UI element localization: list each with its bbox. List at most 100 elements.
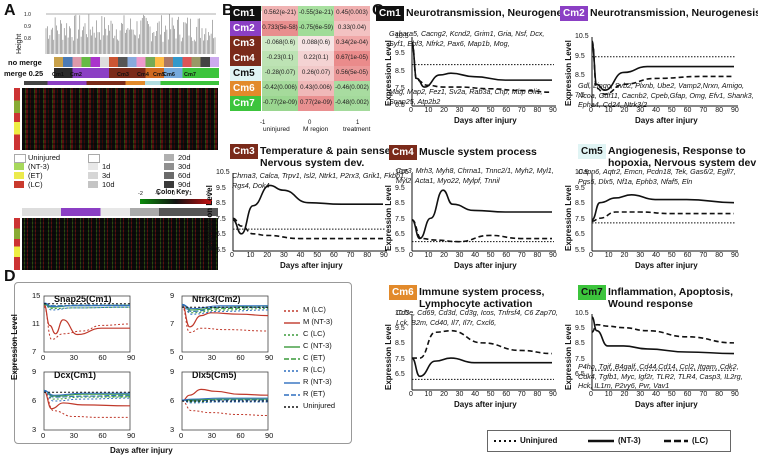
series-nt3 (591, 42, 734, 92)
gene-plot-0 (43, 295, 131, 353)
ytick: 7 (32, 347, 37, 356)
plot-title-cm7: Inflammation, Apoptosis, Wound response (608, 286, 734, 310)
legend-10d: 10d (102, 180, 115, 189)
xtick: 70 (699, 252, 708, 259)
xtick: 90 (549, 252, 557, 259)
panel-label-b: B (222, 2, 234, 19)
series-lc (411, 41, 553, 93)
sample-strip-bottom (22, 208, 218, 216)
series-lc (591, 211, 734, 223)
ytick: 9 (170, 367, 175, 376)
xtick: 90 (265, 431, 274, 440)
xtick: 60 (236, 353, 245, 362)
module-strip (24, 81, 219, 85)
badge-cm1: Cm1 (376, 6, 404, 21)
gene-list-bottom-cm1: Mag, Map2, Fez1, Sv2a, Rab3a, Cnp, Mbp O… (389, 87, 543, 106)
xtick: 80 (533, 391, 542, 398)
legend-swatch (284, 394, 300, 396)
panel-label-a: A (4, 2, 16, 19)
xtick: 60 (683, 252, 692, 259)
legend-label: M (LC) (303, 305, 326, 314)
corr-cell: -0.42(0.006) (262, 81, 298, 96)
module-labels: Cm1 Cm2 Cm3 Cm4 Cm5 Cm6 Cm7 (24, 72, 224, 82)
xtick: 90 (127, 431, 136, 440)
series-r-nt-3- (181, 303, 268, 310)
ytick: 6.5 (575, 231, 585, 239)
xtick: 10 (604, 252, 613, 259)
series-m-nt-3- (181, 303, 269, 328)
corr-cell: 0.56(5e-05) (334, 66, 370, 81)
xtick: 20 (440, 107, 448, 114)
xtick: 60 (683, 107, 692, 114)
corr-cell: 0.45(0.003) (334, 6, 370, 21)
series-m-nt-3- (43, 390, 131, 410)
corr-scale-tick: 0 (308, 120, 312, 126)
corr-cell: -0.068(0.6) (262, 36, 298, 51)
legend-label: R (ET) (303, 389, 326, 398)
series-lc (232, 217, 383, 240)
xtick: 10 (246, 252, 255, 259)
ytick: 5.5 (575, 247, 585, 254)
module-label-cm3: Cm3 (117, 72, 129, 78)
badge-cm2: Cm2 (560, 6, 588, 21)
legend-label: C (NT-3) (303, 341, 332, 350)
corr-cell: 0.562(e-21) (262, 6, 298, 21)
xtick: 0 (41, 353, 46, 362)
legend-swatch (284, 358, 300, 360)
xtick: 50 (486, 252, 495, 259)
xtick: 70 (699, 107, 708, 114)
series-c-et- (181, 303, 269, 312)
gene-list-cm6: Cd3e, Cd69, Cd3d, Cd3g, Icos, Tnfrsf4, C… (396, 308, 558, 327)
series-lc (591, 323, 735, 344)
color-key-tick: 2 (206, 191, 210, 197)
legend-label: R (LC) (303, 365, 326, 374)
xtick: 30 (636, 252, 645, 259)
color-key-ticks: -2 -1 0 1 2 (138, 191, 214, 199)
xtick: 20 (263, 252, 272, 259)
plot-title-cm2: Neurotransmission, Neurogenesis (590, 7, 758, 19)
gene-plot-title: Dlx5(Cm5) (192, 370, 237, 380)
ytick: 8.5 (575, 200, 585, 208)
xtick: 10 (424, 391, 433, 398)
xtick: 50 (667, 252, 676, 259)
series-nt3 (591, 194, 735, 221)
xtick: 30 (455, 252, 464, 259)
ytick: 9.5 (395, 325, 405, 333)
xtick: 90 (731, 252, 739, 259)
legend-90d: 90d (178, 180, 191, 189)
corr-cell: 0.733(5e-58) (262, 21, 298, 36)
series-lc (591, 40, 734, 95)
corr-cell: 0.26(0.07) (298, 66, 334, 81)
series-nt3 (411, 357, 552, 378)
xtick: 30 (636, 391, 645, 398)
xlabel-cm2: Days after injury (635, 116, 698, 125)
ytick: 7.5 (216, 215, 226, 223)
series-nt3 (411, 189, 552, 240)
xtick: 0 (230, 252, 234, 259)
module-badge-cm2: Cm2 (230, 21, 261, 36)
ytick: 5 (170, 347, 175, 356)
corr-cell: 0.43(0.006) (298, 81, 334, 96)
badge-cm6: Cm6 (389, 285, 417, 300)
xtick: 10 (604, 391, 613, 398)
series-r-lc- (43, 303, 131, 311)
legend-label: Uninjured (303, 401, 336, 410)
ytick: 6.5 (575, 370, 585, 378)
ytick: 8.5 (216, 200, 226, 208)
corr-cell: -0.48(0.002) (334, 96, 370, 111)
gene-list-bottom-cm2: Gdl, Lingo, Svb2, Plxnb, Ube2, Vamp2,Nrx… (578, 81, 754, 110)
xlabel-cm5: Days after injury (635, 261, 698, 270)
xtick: 80 (715, 391, 724, 398)
ytick: 8.5 (395, 67, 405, 75)
legend-label: R (NT-3) (303, 377, 332, 386)
gene-list-cm1: Gabara5, Cacng2, Kcnd2, Grim1, Gria, Nsf… (389, 29, 545, 48)
gene-list-cm5: Capn6, Aqtr2, Emcn, Pcdn18, Tek, Gas6/2,… (578, 167, 736, 186)
xlabel-cm4: Days after injury (454, 261, 517, 270)
color-key-tick: 0 (172, 191, 176, 197)
ytick: 9.5 (395, 50, 405, 58)
corr-cell: -0.28(0.07) (262, 66, 298, 81)
xtick: 50 (486, 107, 495, 114)
panel-b-correlation-table: Cm1 0.562(e-21) -0.55(3e-21) 0.45(0.003) Cm2… (230, 6, 370, 134)
corr-cell: 0.33(0.04) (334, 21, 370, 36)
line-plot-cm6 (411, 314, 556, 391)
